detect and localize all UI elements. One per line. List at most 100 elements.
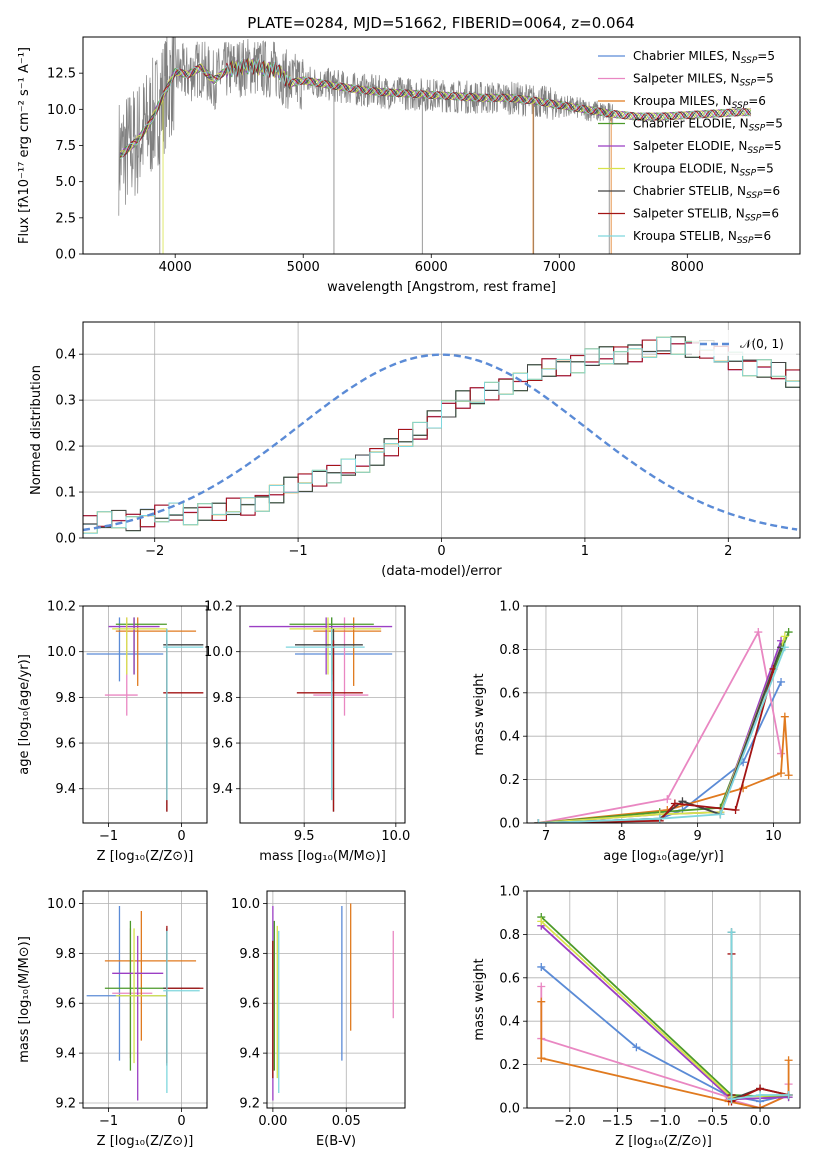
residuals-xtick-label: −1 (289, 544, 308, 559)
mass-vs-ebv-xtick-label: 0.00 (258, 1114, 287, 1129)
mass-vs-Z-xtick-label: 0 (177, 1114, 185, 1129)
mass-vs-ebv-ytick-label: 9.4 (239, 1047, 260, 1062)
weight-vs-Z-xlabel: Z [log₁₀(Z/Z⊙)] (615, 1134, 712, 1149)
age-vs-Z-ytick-label: 9.6 (55, 737, 76, 752)
mass-vs-Z-xtick-label: −1 (99, 1114, 118, 1129)
weight-marker (784, 1090, 793, 1099)
age-vs-Z-ytick-label: 10.0 (47, 645, 76, 660)
residuals-xtick-label: 2 (724, 544, 732, 559)
weight-line (538, 629, 782, 823)
age-vs-Z-ylabel: age [log₁₀(age/yr)] (17, 654, 32, 775)
spectrum-ylabel: Flux [fλ10⁻¹⁷ erg cm⁻² s⁻¹ A⁻¹] (17, 47, 32, 244)
spectrum-model-line (119, 57, 752, 160)
weight-marker (537, 1054, 546, 1063)
age-vs-mass-frame (239, 605, 406, 824)
spectrum-ytick-label: 10.0 (47, 103, 76, 118)
legend-label: Kroupa ELODIE, NSSP=5 (633, 162, 774, 179)
weight-vs-age-ytick-label: 0.6 (499, 686, 520, 701)
legend-subscript: SSP (749, 124, 766, 134)
weight-marker (632, 1043, 641, 1052)
age-vs-Z-ytick-label: 9.4 (55, 782, 76, 797)
spectrum-legend: Chabrier MILES, NSSP=5 Salpeter MILES, NS… (598, 49, 783, 246)
legend-value: =6 (763, 184, 781, 198)
weight-vs-age-plot: 7 8 9 10 0.0 0.2 0.4 0.6 0.8 1.0 age [log₁₀(age/yr… (472, 600, 801, 864)
legend-subscript: SSP (732, 101, 749, 111)
legend-subscript: SSP (746, 191, 763, 201)
age-vs-Z-xlabel: Z [log₁₀(Z/Z⊙)] (97, 849, 194, 864)
legend-value: =5 (756, 72, 774, 86)
spectrum-frame (82, 36, 801, 255)
legend-value: =6 (753, 229, 771, 243)
residuals-ytick-label: 0.0 (55, 532, 76, 547)
residuals-ytick-label: 0.1 (55, 486, 76, 501)
weight-vs-age-xtick-label: 7 (542, 829, 550, 844)
weight-vs-Z-ytick-label: 0.8 (499, 928, 520, 943)
mass-vs-Z-ytick-label: 9.4 (55, 1047, 76, 1062)
legend-subscript: SSP (737, 236, 754, 246)
weight-vs-age-ytick-label: 0.8 (499, 643, 520, 658)
weight-vs-age-xlabel: age [log₁₀(age/yr)] (603, 849, 724, 864)
weight-marker (655, 814, 664, 823)
weight-marker (727, 928, 736, 937)
weight-marker (780, 632, 789, 641)
age-vs-mass-plot-area (240, 606, 405, 823)
weight-marker (777, 769, 786, 778)
legend-value: =5 (756, 162, 774, 176)
weight-marker (537, 982, 546, 991)
weight-vs-age-frame (526, 605, 801, 824)
weight-line (538, 646, 786, 823)
legend-subscript: SSP (741, 56, 758, 66)
age-vs-Z-plot: −1 0 9.4 9.6 9.8 10.0 10.2 Z [log₁₀(Z/Z⊙)] age [… (17, 600, 208, 864)
legend-label: Salpeter MILES, NSSP=5 (633, 72, 774, 89)
spectrum-model-line (119, 57, 752, 156)
age-vs-Z-ytick-label: 10.2 (47, 600, 76, 615)
weight-vs-age-ytick-label: 0.2 (499, 773, 520, 788)
weight-line (540, 1001, 790, 1108)
legend-value: =5 (764, 139, 782, 153)
legend-label: Chabrier STELIB, NSSP=6 (633, 184, 780, 201)
weight-vs-age-xtick-label: 8 (618, 829, 626, 844)
legend-box (692, 330, 796, 356)
spectrum-ytick-label: 7.5 (55, 139, 76, 154)
weight-marker (780, 643, 789, 652)
legend-label: Kroupa STELIB, NSSP=6 (633, 229, 771, 246)
weight-marker (727, 1095, 736, 1104)
mass-vs-ebv-xtick-label: 0.05 (332, 1114, 361, 1129)
spectrum-xlabel: wavelength [Angstrom, rest frame] (327, 280, 556, 295)
weight-marker (754, 628, 763, 637)
legend-label: 𝒩(0, 1) (740, 337, 784, 351)
age-vs-Z-xtick-label: 0 (177, 829, 185, 844)
weight-vs-age-ytick-label: 0.0 (499, 817, 520, 832)
weight-vs-Z-ytick-label: 1.0 (499, 885, 520, 900)
weight-vs-Z-xtick-label: 0.0 (750, 1114, 771, 1129)
age-vs-mass-ytick-label: 9.8 (212, 691, 233, 706)
residuals-ylabel: Normed distribution (29, 365, 44, 495)
weight-vs-Z-ytick-label: 0.6 (499, 971, 520, 986)
mass-vs-Z-ytick-label: 9.2 (55, 1097, 76, 1112)
legend-label: Salpeter STELIB, NSSP=6 (633, 207, 779, 224)
mass-vs-ebv-frame (266, 890, 406, 1109)
mass-vs-Z-ylabel: mass [log₁₀(M/M⊙)] (17, 936, 32, 1063)
weight-marker (731, 805, 740, 814)
weight-marker (784, 1056, 793, 1065)
spectrum-xtick-label: 5000 (287, 260, 320, 275)
weight-vs-Z-ylabel: mass weight (472, 958, 487, 1040)
weight-marker (663, 795, 672, 804)
age-vs-Z-frame (82, 605, 208, 824)
weight-marker (756, 1104, 765, 1108)
weight-marker (784, 771, 793, 780)
age-vs-Z-xtick-label: −1 (99, 829, 118, 844)
weight-vs-Z-xtick-label: −0.5 (697, 1114, 729, 1129)
spectrum-xtick-label: 6000 (415, 260, 448, 275)
legend-subscript: SSP (740, 169, 757, 179)
legend-subscript: SSP (747, 146, 764, 156)
residuals-ytick-label: 0.3 (55, 394, 76, 409)
weight-marker (716, 810, 725, 819)
legend-subscript: SSP (745, 214, 762, 224)
weight-line (538, 716, 790, 823)
weight-vs-Z-frame (526, 890, 801, 1109)
weight-marker (756, 1090, 765, 1099)
age-vs-mass-ytick-label: 10.2 (204, 600, 233, 615)
residuals-ytick-label: 0.2 (55, 440, 76, 455)
